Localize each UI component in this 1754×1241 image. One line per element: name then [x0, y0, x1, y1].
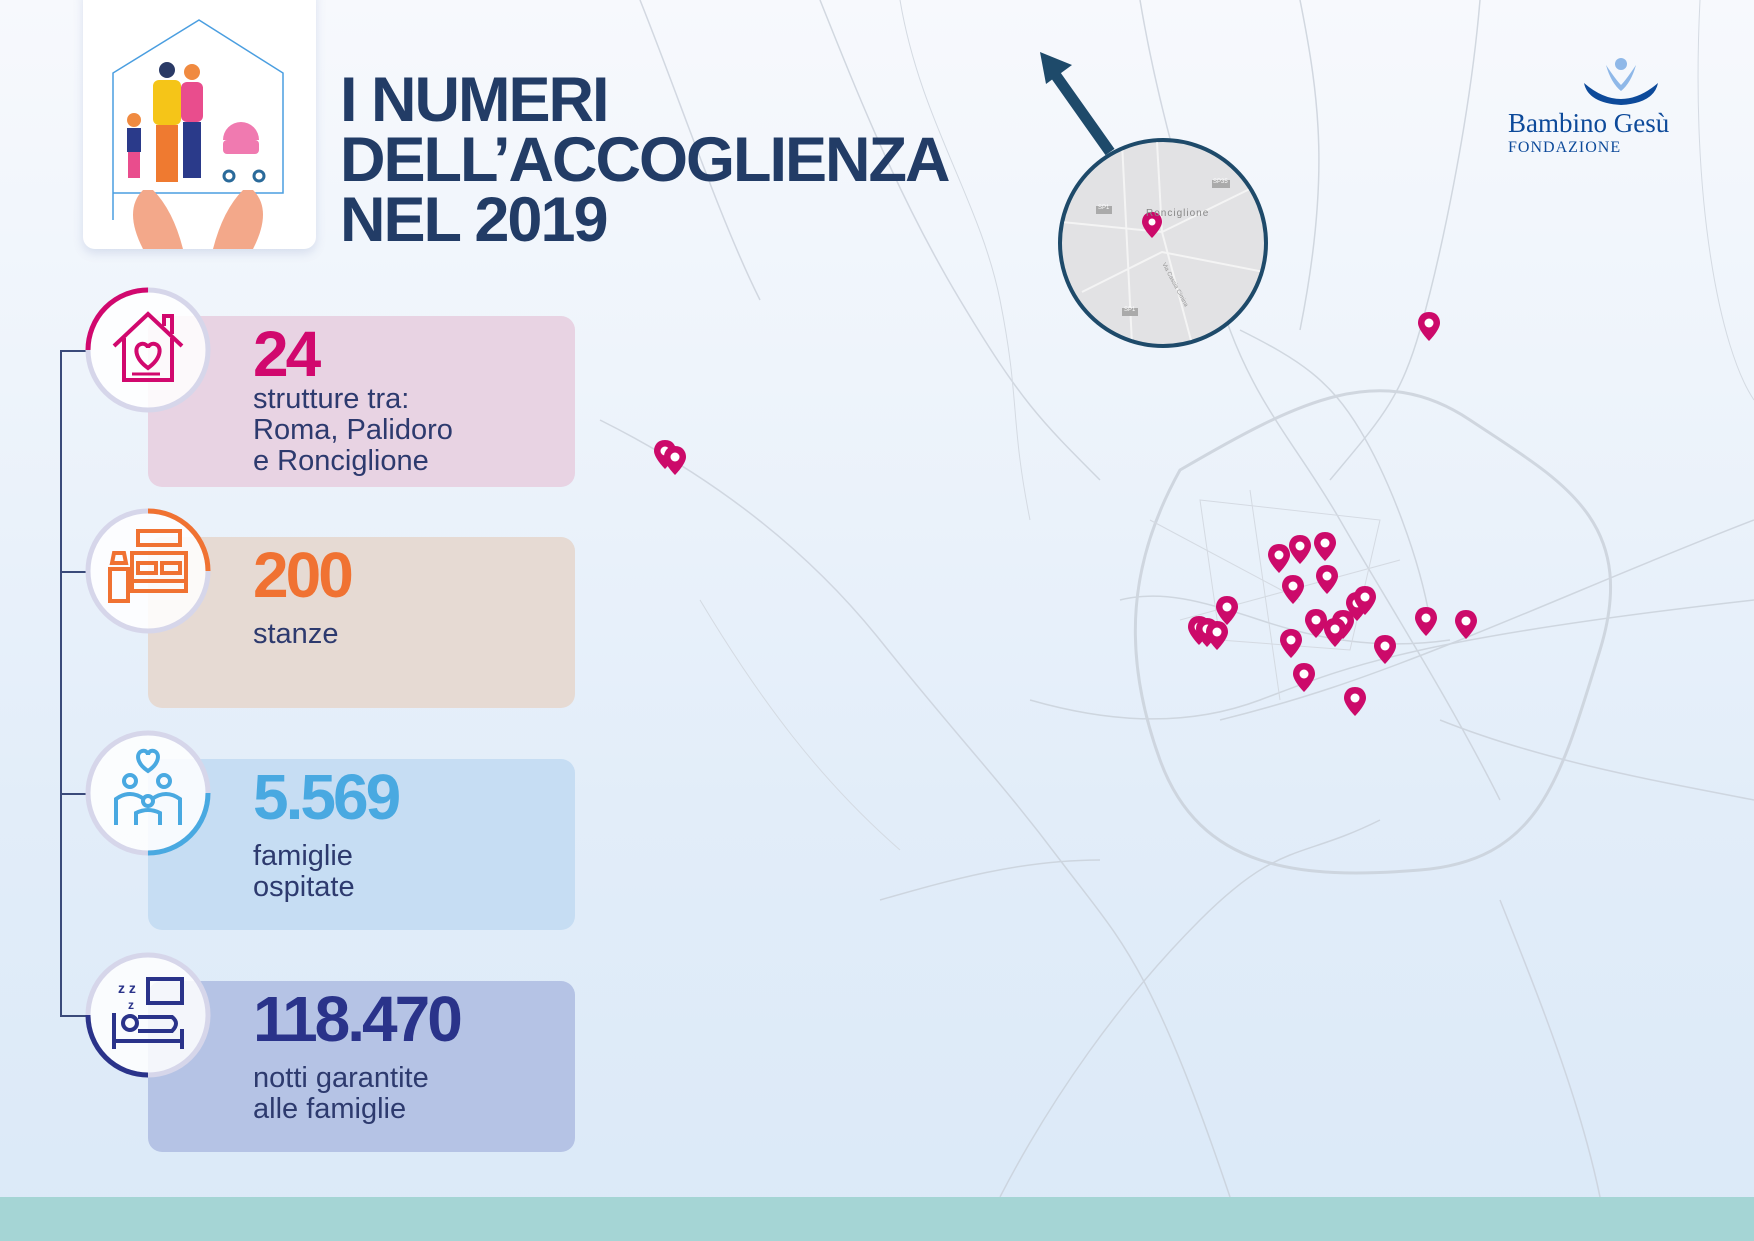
location-pin-icon — [1216, 596, 1238, 625]
location-pin-icon — [1293, 663, 1315, 692]
town-label: Ronciglione — [1146, 208, 1210, 219]
location-pin-icon — [1206, 621, 1228, 650]
family-illustration — [83, 0, 316, 249]
stat-label: Roma, Palidoro — [253, 414, 453, 446]
svg-text:z: z — [128, 998, 134, 1012]
arrow-head-icon — [1040, 52, 1072, 84]
stat-label: stanze — [253, 618, 339, 650]
location-pin-icon — [1324, 618, 1346, 647]
connector-tick — [60, 1015, 90, 1017]
connector-tick — [60, 350, 90, 352]
stat-label: ospitate — [253, 871, 355, 903]
location-pin-icon — [1418, 312, 1440, 341]
bedroom-icon — [85, 508, 211, 634]
bambino-gesu-logo: Bambino Gesù FONDAZIONE — [1508, 55, 1688, 165]
logo-name: Bambino Gesù — [1508, 108, 1670, 138]
stat-value: 5.569 — [253, 761, 401, 833]
location-pin-icon — [1289, 535, 1311, 564]
stat-label: notti garantite — [253, 1062, 429, 1094]
location-pin-icon — [1354, 586, 1376, 615]
stat-card — [148, 537, 575, 708]
stat-value: 200 — [253, 539, 354, 611]
location-pin-icon — [1316, 565, 1338, 594]
connector-line — [60, 350, 62, 1016]
location-pin-icon — [1415, 607, 1437, 636]
stat-label: alle famiglie — [253, 1093, 407, 1125]
connector-tick — [60, 571, 90, 573]
stat-card — [148, 981, 575, 1152]
road-label: SP1 — [1098, 205, 1110, 211]
title-line-3: NEL 2019 — [340, 185, 609, 255]
location-pin-icon — [1305, 609, 1327, 638]
road-label: SP1 — [1124, 307, 1136, 313]
location-pin-icon — [1280, 629, 1302, 658]
footer-band — [0, 1197, 1754, 1241]
location-pin-icon — [664, 446, 686, 475]
location-pin-icon — [1344, 687, 1366, 716]
stat-value: 118.470 — [253, 983, 463, 1055]
location-pin-icon — [1374, 635, 1396, 664]
page-title: I NUMERI DELL’ACCOGLIENZA NEL 2019 — [340, 65, 950, 255]
connector-tick — [60, 793, 90, 795]
location-pin-icon — [1314, 532, 1336, 561]
inset-arrow — [1047, 66, 1115, 156]
stat-card — [148, 759, 575, 930]
family-icon — [85, 730, 211, 856]
logo-subtitle: FONDAZIONE — [1508, 139, 1622, 156]
sleeping-icon: z z z — [85, 952, 211, 1078]
stat-label: e Ronciglione — [253, 445, 429, 477]
location-pin-icon — [1268, 544, 1290, 573]
ronciglione-inset-map: Ronciglione SP35 SP1 SP1 Via Cassia Cimi… — [1058, 138, 1268, 348]
house-heart-icon — [85, 287, 211, 413]
road-label: SP35 — [1213, 179, 1228, 185]
location-pin-icon — [1282, 575, 1304, 604]
stat-card — [148, 316, 575, 487]
svg-text:z z: z z — [118, 980, 136, 996]
background-map — [599, 0, 1754, 1197]
stat-value: 24 — [253, 318, 321, 390]
title-line-2: DELL’ACCOGLIENZA — [340, 125, 950, 195]
title-line-1: I NUMERI — [340, 65, 609, 135]
stat-label: strutture tra: — [253, 383, 410, 415]
location-pin-icon — [1455, 610, 1477, 639]
stat-label: famiglie — [253, 840, 353, 872]
